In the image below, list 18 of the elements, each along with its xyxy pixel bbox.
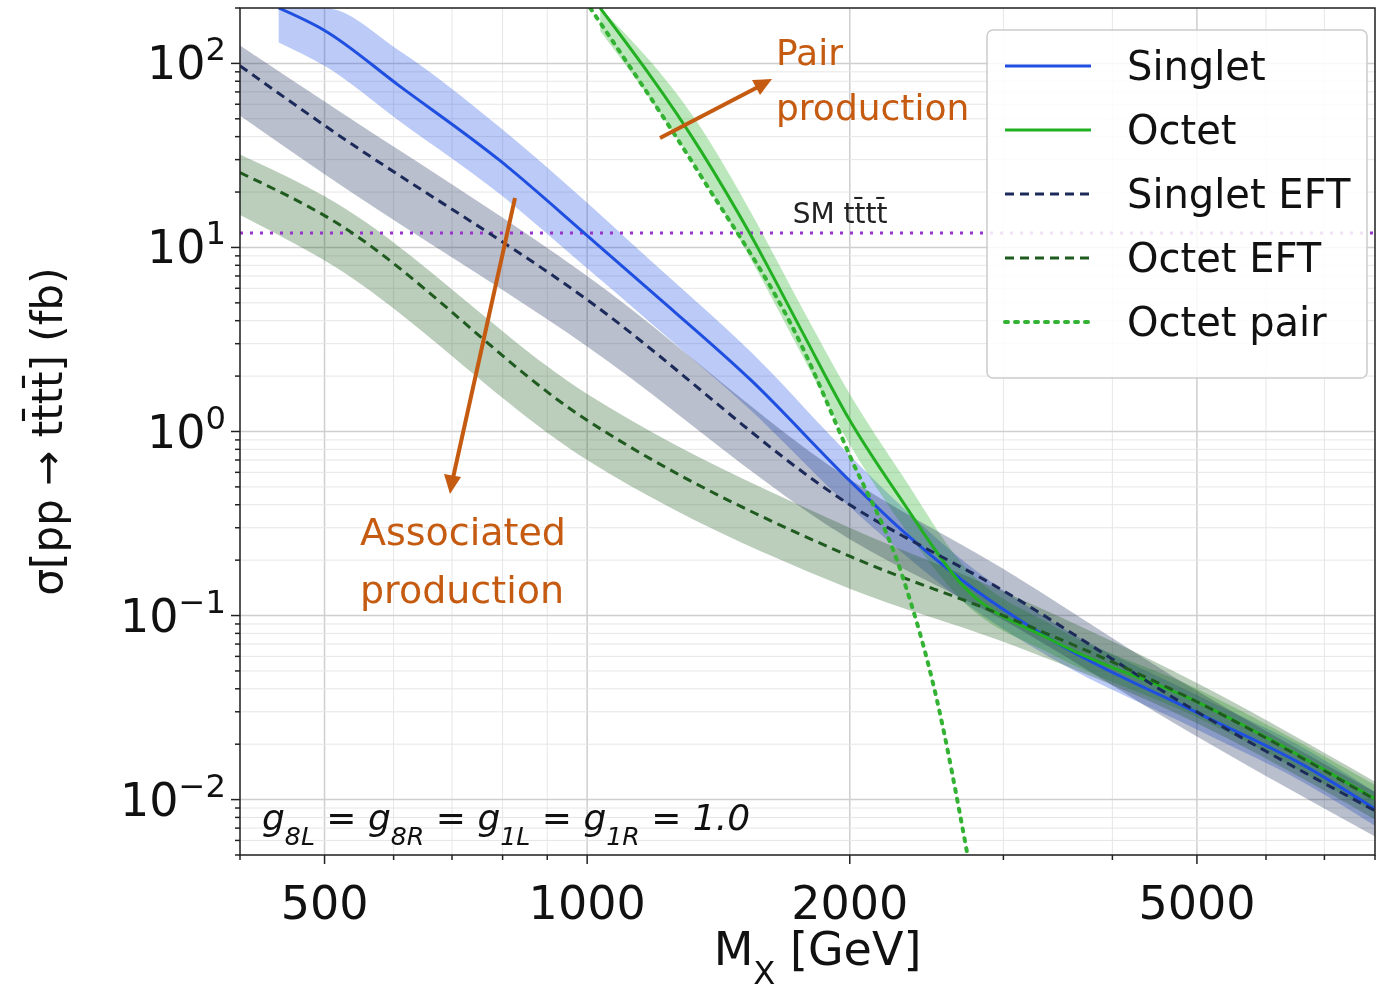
legend-label: Singlet EFT [1127,171,1351,217]
y-tick-label: 10$^{−1}$ [120,582,226,643]
annotation: Pair production [776,32,970,128]
x-tick-label: 500 [280,876,369,930]
annotation: Associated production [360,510,566,612]
y-axis-title: σ[pp → tt̄tt̄] (fb) [21,267,72,596]
y-tick-label: 10$^{2}$ [146,30,226,91]
x-tick-label: 5000 [1138,876,1256,930]
legend-label: Octet pair [1127,299,1328,345]
y-tick-label: 10$^{−2}$ [120,766,226,827]
legend-label: Octet EFT [1127,235,1322,281]
y-tick-label: 10$^{1}$ [146,214,226,275]
legend-label: Octet [1127,107,1237,153]
y-tick-label: 10$^{0}$ [146,398,226,459]
x-tick-label: 1000 [528,876,646,930]
legend-label: Singlet [1127,43,1266,89]
ref-line-label: SM tt̄tt̄ [792,195,888,230]
text: g$_{8L}$ = g$_{8R}$ = g$_{1L}$ = g$_{1R}$ = 1.0 [262,797,751,851]
